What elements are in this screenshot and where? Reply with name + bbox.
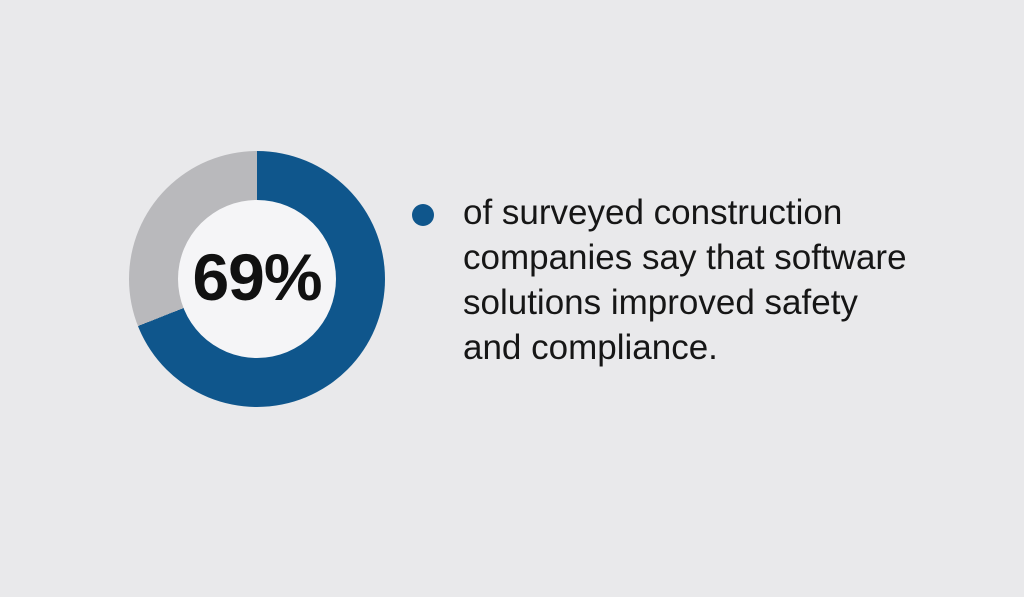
statement-line-2: companies say that software: [463, 238, 907, 277]
statement-line-1: of surveyed construction: [463, 193, 843, 232]
statement-text: of surveyed construction companies say t…: [463, 190, 907, 370]
statement-line-3: solutions improved safety: [463, 283, 858, 322]
bullet-icon: [412, 204, 434, 226]
donut-hole: 69%: [178, 200, 336, 358]
donut-chart: 69%: [129, 151, 385, 407]
donut-center-label: 69%: [192, 240, 322, 314]
statement-line-4: and compliance.: [463, 328, 718, 367]
